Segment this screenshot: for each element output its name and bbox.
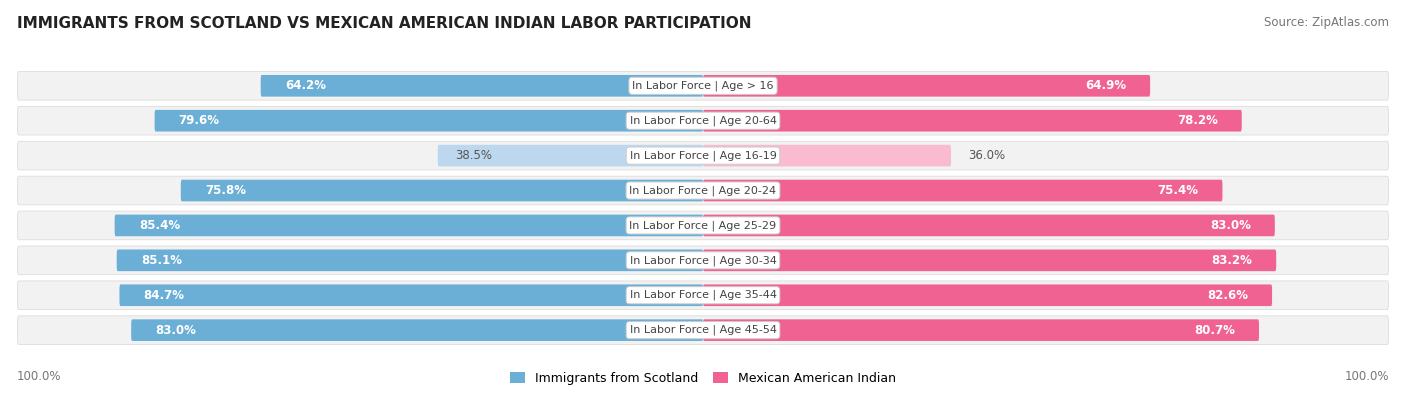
FancyBboxPatch shape <box>703 75 1150 97</box>
Text: In Labor Force | Age 25-29: In Labor Force | Age 25-29 <box>630 220 776 231</box>
Text: 100.0%: 100.0% <box>17 370 62 383</box>
FancyBboxPatch shape <box>260 75 703 97</box>
FancyBboxPatch shape <box>703 110 1241 132</box>
FancyBboxPatch shape <box>17 246 1389 275</box>
FancyBboxPatch shape <box>155 110 703 132</box>
Text: 84.7%: 84.7% <box>143 289 184 302</box>
FancyBboxPatch shape <box>17 281 1389 310</box>
Text: 38.5%: 38.5% <box>456 149 492 162</box>
FancyBboxPatch shape <box>131 319 703 341</box>
Text: In Labor Force | Age 45-54: In Labor Force | Age 45-54 <box>630 325 776 335</box>
Text: 78.2%: 78.2% <box>1177 114 1218 127</box>
Text: 80.7%: 80.7% <box>1194 324 1234 337</box>
FancyBboxPatch shape <box>17 211 1389 240</box>
Text: 100.0%: 100.0% <box>1344 370 1389 383</box>
FancyBboxPatch shape <box>703 180 1222 201</box>
FancyBboxPatch shape <box>703 214 1275 236</box>
Text: 36.0%: 36.0% <box>969 149 1005 162</box>
FancyBboxPatch shape <box>17 141 1389 170</box>
FancyBboxPatch shape <box>17 176 1389 205</box>
Text: 85.1%: 85.1% <box>141 254 181 267</box>
Text: 83.0%: 83.0% <box>155 324 197 337</box>
FancyBboxPatch shape <box>703 284 1272 306</box>
Text: In Labor Force | Age 16-19: In Labor Force | Age 16-19 <box>630 150 776 161</box>
Text: 64.9%: 64.9% <box>1085 79 1126 92</box>
FancyBboxPatch shape <box>703 319 1258 341</box>
FancyBboxPatch shape <box>181 180 703 201</box>
FancyBboxPatch shape <box>120 284 703 306</box>
FancyBboxPatch shape <box>17 316 1389 344</box>
Text: Source: ZipAtlas.com: Source: ZipAtlas.com <box>1264 16 1389 29</box>
Text: In Labor Force | Age > 16: In Labor Force | Age > 16 <box>633 81 773 91</box>
FancyBboxPatch shape <box>437 145 703 166</box>
Legend: Immigrants from Scotland, Mexican American Indian: Immigrants from Scotland, Mexican Americ… <box>510 372 896 385</box>
Text: 82.6%: 82.6% <box>1206 289 1249 302</box>
Text: IMMIGRANTS FROM SCOTLAND VS MEXICAN AMERICAN INDIAN LABOR PARTICIPATION: IMMIGRANTS FROM SCOTLAND VS MEXICAN AMER… <box>17 16 751 31</box>
FancyBboxPatch shape <box>17 71 1389 100</box>
FancyBboxPatch shape <box>703 250 1277 271</box>
Text: 64.2%: 64.2% <box>285 79 326 92</box>
Text: In Labor Force | Age 20-64: In Labor Force | Age 20-64 <box>630 115 776 126</box>
FancyBboxPatch shape <box>17 106 1389 135</box>
Text: 83.2%: 83.2% <box>1211 254 1253 267</box>
Text: 75.8%: 75.8% <box>205 184 246 197</box>
FancyBboxPatch shape <box>117 250 703 271</box>
FancyBboxPatch shape <box>703 145 950 166</box>
Text: 85.4%: 85.4% <box>139 219 180 232</box>
FancyBboxPatch shape <box>115 214 703 236</box>
Text: In Labor Force | Age 20-24: In Labor Force | Age 20-24 <box>630 185 776 196</box>
Text: 75.4%: 75.4% <box>1157 184 1198 197</box>
Text: In Labor Force | Age 35-44: In Labor Force | Age 35-44 <box>630 290 776 301</box>
Text: 79.6%: 79.6% <box>179 114 219 127</box>
Text: In Labor Force | Age 30-34: In Labor Force | Age 30-34 <box>630 255 776 265</box>
Text: 83.0%: 83.0% <box>1209 219 1251 232</box>
